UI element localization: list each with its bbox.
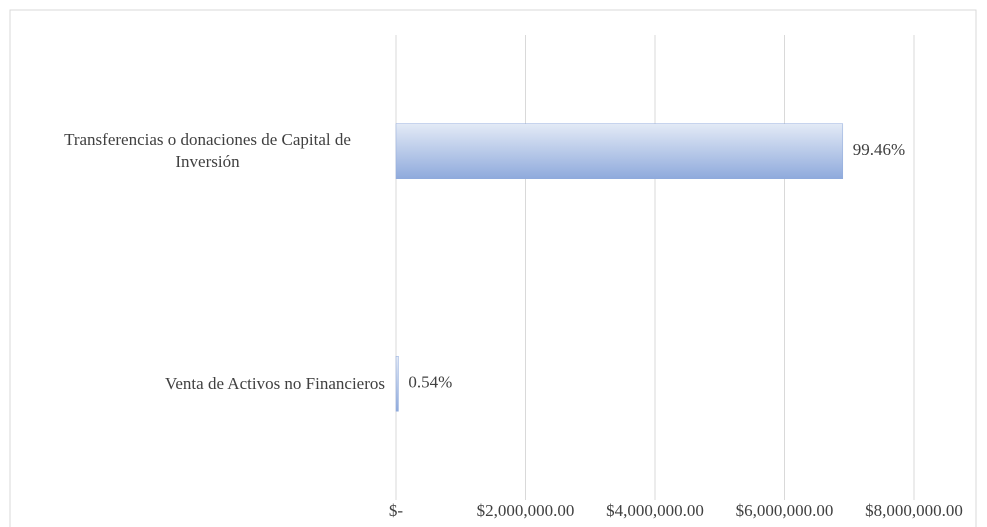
data-label: 99.46% xyxy=(853,140,905,159)
y-tick-label: Transferencias o donaciones de Capital d… xyxy=(64,130,351,172)
y-tick-label: Venta de Activos no Financieros xyxy=(164,373,385,393)
y-tick-label-box: Venta de Activos no Financieros xyxy=(15,354,385,414)
x-tick-label: $8,000,000.00 xyxy=(865,501,963,520)
x-tick-label: $6,000,000.00 xyxy=(736,501,834,520)
chart-border xyxy=(9,9,977,527)
y-tick-label-box: Transferencias o donaciones de Capital d… xyxy=(15,121,385,181)
data-label: 0.54% xyxy=(408,373,452,392)
x-tick-label: $- xyxy=(389,501,404,520)
x-tick-label: $4,000,000.00 xyxy=(606,501,704,520)
bar xyxy=(395,123,844,179)
bar xyxy=(395,356,399,412)
x-tick-label: $2,000,000.00 xyxy=(477,501,575,520)
